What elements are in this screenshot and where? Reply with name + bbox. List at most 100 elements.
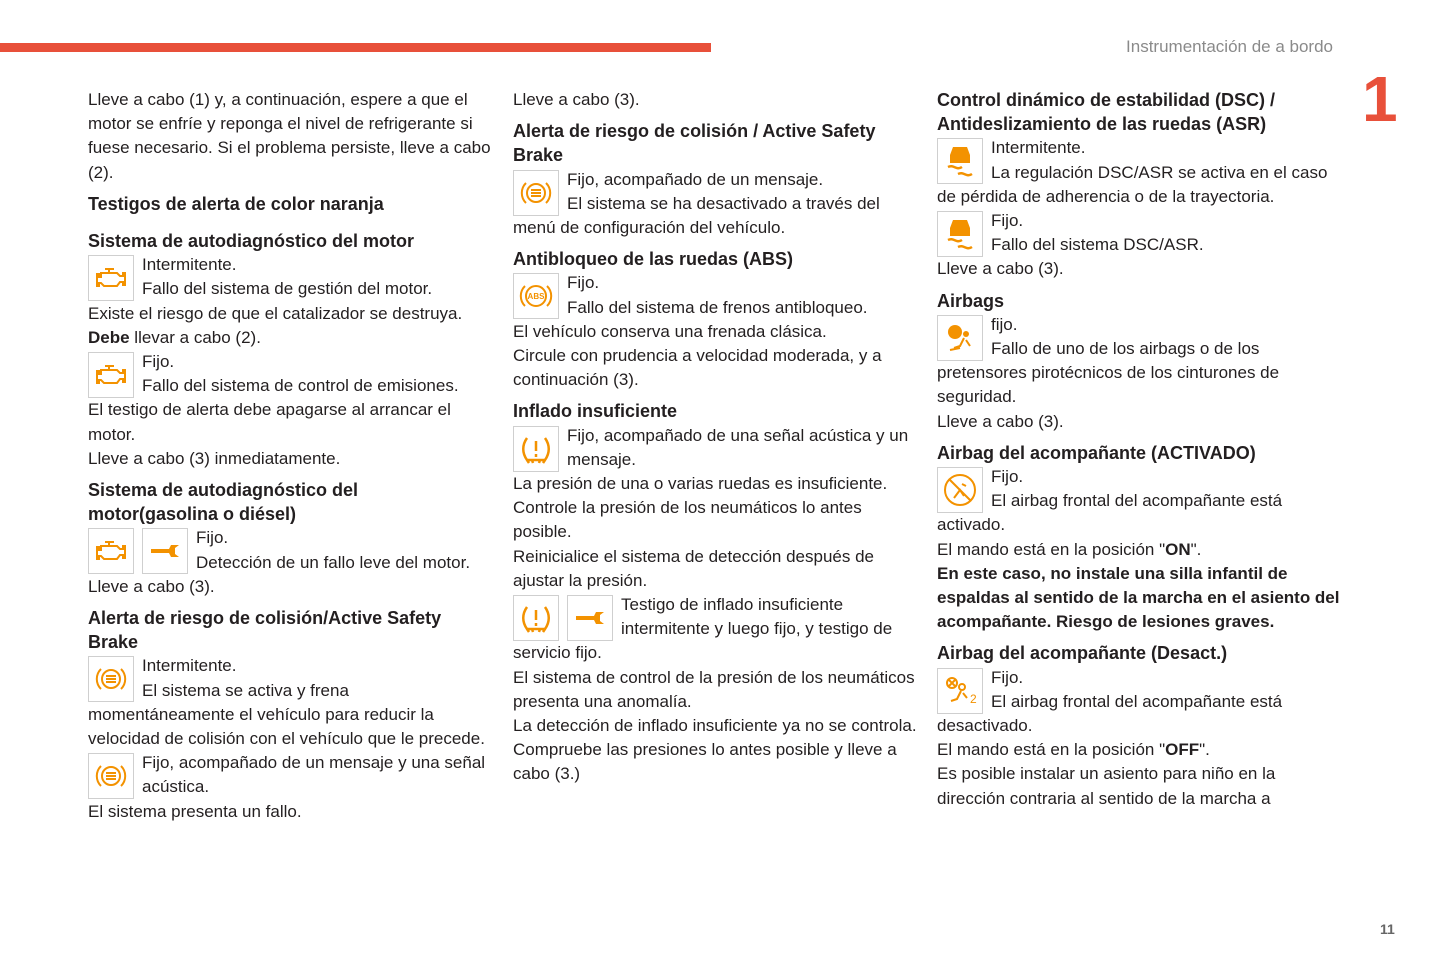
warning-light-entry: Testigo de inflado insuficiente intermit… bbox=[513, 593, 917, 666]
collision-alert-icon bbox=[88, 656, 134, 703]
text-run: Circule con prudencia a velocidad modera… bbox=[513, 346, 882, 390]
entry-text: Fijo. bbox=[196, 528, 229, 548]
entry-text: Fijo. bbox=[567, 273, 600, 293]
airbag-icon bbox=[937, 314, 983, 361]
text-run: Existe el riesgo de que el catalizador s… bbox=[88, 303, 463, 323]
passenger-airbag-on-icon bbox=[937, 467, 983, 514]
warning-light-icons bbox=[513, 169, 559, 216]
warning-light-entry: Fijo. Fallo del sistema de control de emi… bbox=[88, 350, 492, 399]
text-run: Lleve a cabo (3). bbox=[513, 90, 640, 109]
text-run: El sistema presenta un fallo. bbox=[88, 801, 302, 821]
warning-light-icons bbox=[937, 211, 983, 258]
paragraph: El vehículo conserva una frenada clásica… bbox=[513, 320, 917, 344]
entry-text: Fijo. bbox=[991, 667, 1024, 687]
warning-light-entry: Fijo. Fallo del sistema DSC/ASR. bbox=[937, 209, 1341, 258]
text-run: Compruebe las presiones lo antes posible… bbox=[513, 740, 897, 784]
entry-text: Fijo. bbox=[991, 467, 1024, 487]
warning-light-entry: Fijo, acompañado de un mensaje. El sistem… bbox=[513, 168, 917, 241]
section-heading: Sistema de autodiagnóstico del motor bbox=[88, 231, 415, 252]
entry-text: Intermitente. bbox=[991, 138, 1086, 158]
warning-light-icons bbox=[88, 656, 134, 703]
text-run: Lleve a cabo (1) y, a continuación, espe… bbox=[88, 90, 491, 182]
chapter-number: 1 bbox=[1362, 63, 1398, 135]
column-3: Control dinámico de estabilidad (DSC) / … bbox=[937, 88, 1341, 811]
section-heading: Airbags bbox=[937, 290, 1005, 311]
bold-text: OFF bbox=[1165, 740, 1200, 760]
paragraph: Controle la presión de los neumáticos lo… bbox=[513, 496, 917, 544]
paragraph: Reinicialice el sistema de detección des… bbox=[513, 545, 917, 593]
paragraph: Compruebe las presiones lo antes posible… bbox=[513, 738, 917, 786]
warning-light-icons: ABS bbox=[513, 273, 559, 320]
paragraph: El sistema de control de la presión de l… bbox=[513, 666, 917, 714]
warning-light-icons bbox=[88, 255, 134, 302]
text-run: El vehículo conserva una frenada clásica… bbox=[513, 321, 827, 341]
entry-text: El airbag frontal del acompañante está a… bbox=[937, 491, 1283, 535]
warning-light-entry: Fijo, acompañado de un mensaje y una señ… bbox=[88, 751, 492, 800]
page-number: 11 bbox=[1380, 921, 1395, 937]
section-heading: Airbag del acompañante (Desact.) bbox=[937, 643, 1228, 664]
bold-text: Debe bbox=[88, 327, 130, 347]
warning-light-icons bbox=[88, 753, 134, 800]
section-heading: Testigos de alerta de color naranja bbox=[88, 193, 384, 214]
paragraph: Lleve a cabo (3). bbox=[937, 257, 1341, 281]
text-run: Reinicialice el sistema de detección des… bbox=[513, 546, 874, 590]
entry-text: El airbag frontal del acompañante está d… bbox=[937, 691, 1283, 736]
collision-alert-icon bbox=[513, 169, 559, 216]
dsc-skid-icon bbox=[937, 211, 983, 258]
warning-light-icons bbox=[937, 138, 983, 185]
warning-light-icons bbox=[88, 352, 134, 399]
warning-light-entry: 2 Fijo. El airbag frontal del acompañante … bbox=[937, 666, 1341, 739]
entry-text: Fijo. bbox=[142, 352, 175, 372]
paragraph: En este caso, no instale una silla infan… bbox=[937, 562, 1341, 635]
entry-text: Fallo del sistema de frenos antibloqueo. bbox=[567, 297, 868, 317]
entry-text: Testigo de inflado insuficiente intermit… bbox=[513, 595, 893, 663]
text-run: Lleve a cabo (3). bbox=[937, 259, 1064, 279]
section-heading: Alerta de riesgo de colisión/Active Safe… bbox=[88, 608, 442, 653]
entry-text: Fallo del sistema DSC/ASR. bbox=[991, 235, 1204, 255]
text-run: El mando está en la posición " bbox=[937, 539, 1166, 559]
entry-text: Fijo, acompañado de un mensaje. bbox=[567, 169, 824, 189]
passenger-airbag-off-icon: 2 bbox=[937, 667, 983, 714]
text-run: ". bbox=[1190, 539, 1202, 559]
warning-light-entry: Fijo. El airbag frontal del acompañante e… bbox=[937, 465, 1341, 538]
tire-pressure-icon bbox=[513, 425, 559, 472]
warning-light-icons: 2 bbox=[937, 667, 983, 714]
collision-alert-icon bbox=[88, 753, 134, 800]
warning-light-entry: Intermitente. Fallo del sistema de gestió… bbox=[88, 253, 492, 302]
paragraph: Debe llevar a cabo (2). bbox=[88, 326, 492, 350]
text-run: ". bbox=[1199, 740, 1210, 760]
warning-light-entry: fijo. Fallo de uno de los airbags o de lo… bbox=[937, 313, 1341, 410]
entry-text: Fijo, acompañado de un mensaje y una señ… bbox=[142, 753, 486, 797]
engine-icon bbox=[88, 352, 134, 399]
text-run: El mando está en la posición " bbox=[937, 740, 1166, 760]
warning-light-icons bbox=[513, 595, 613, 642]
paragraph: Lleve a cabo (3). bbox=[513, 88, 917, 112]
text-run: Lleve a cabo (3) inmediatamente. bbox=[88, 448, 341, 468]
entry-text: Fallo de uno de los airbags o de los pre… bbox=[937, 339, 1280, 407]
warning-light-entry: Intermitente. La regulación DSC/ASR se ac… bbox=[937, 136, 1341, 209]
header-accent-bar bbox=[0, 43, 711, 52]
paragraph: Es posible instalar un asiento para niño… bbox=[937, 762, 1341, 810]
paragraph: El mando está en la posición "ON". bbox=[937, 538, 1341, 562]
section-heading: Airbag del acompañante (ACTIVADO) bbox=[937, 442, 1256, 463]
warning-light-entry: Intermitente. El sistema se activa y fren… bbox=[88, 654, 492, 751]
paragraph: Lleve a cabo (3). bbox=[937, 410, 1341, 434]
entry-text: Detección de un fallo leve del motor. bbox=[196, 552, 471, 572]
engine-icon bbox=[88, 255, 134, 302]
text-run: El testigo de alerta debe apagarse al ar… bbox=[88, 400, 451, 444]
warning-light-icons bbox=[88, 528, 188, 575]
entry-text: Fallo del sistema de control de emisione… bbox=[142, 376, 459, 396]
column-1: Lleve a cabo (1) y, a continuación, espe… bbox=[88, 88, 492, 824]
column-2: Lleve a cabo (3). Alerta de riesgo de col… bbox=[513, 88, 917, 787]
text-run: llevar a cabo (2). bbox=[129, 327, 261, 347]
wrench-icon bbox=[142, 528, 188, 575]
entry-text: fijo. bbox=[991, 314, 1018, 334]
paragraph: El sistema presenta un fallo. bbox=[88, 800, 492, 824]
entry-text: Fallo del sistema de gestión del motor. bbox=[142, 279, 433, 299]
entry-text: Fijo, acompañado de una señal acústica y… bbox=[567, 425, 909, 469]
paragraph: Existe el riesgo de que el catalizador s… bbox=[88, 302, 492, 326]
entry-text: Fijo. bbox=[991, 211, 1024, 231]
text-run: La detección de inflado insuficiente ya … bbox=[513, 716, 917, 736]
paragraph: El testigo de alerta debe apagarse al ar… bbox=[88, 398, 492, 446]
wrench-icon bbox=[567, 595, 613, 642]
